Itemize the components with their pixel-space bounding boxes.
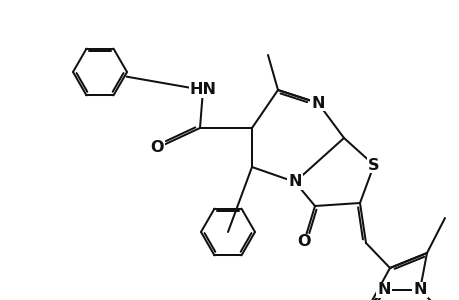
Text: O: O (297, 235, 310, 250)
Text: HN: HN (189, 82, 216, 98)
Text: N: N (412, 283, 426, 298)
Text: O: O (150, 140, 163, 155)
Text: N: N (311, 95, 324, 110)
Text: S: S (368, 158, 379, 172)
Text: N: N (288, 175, 301, 190)
Text: N: N (376, 283, 390, 298)
